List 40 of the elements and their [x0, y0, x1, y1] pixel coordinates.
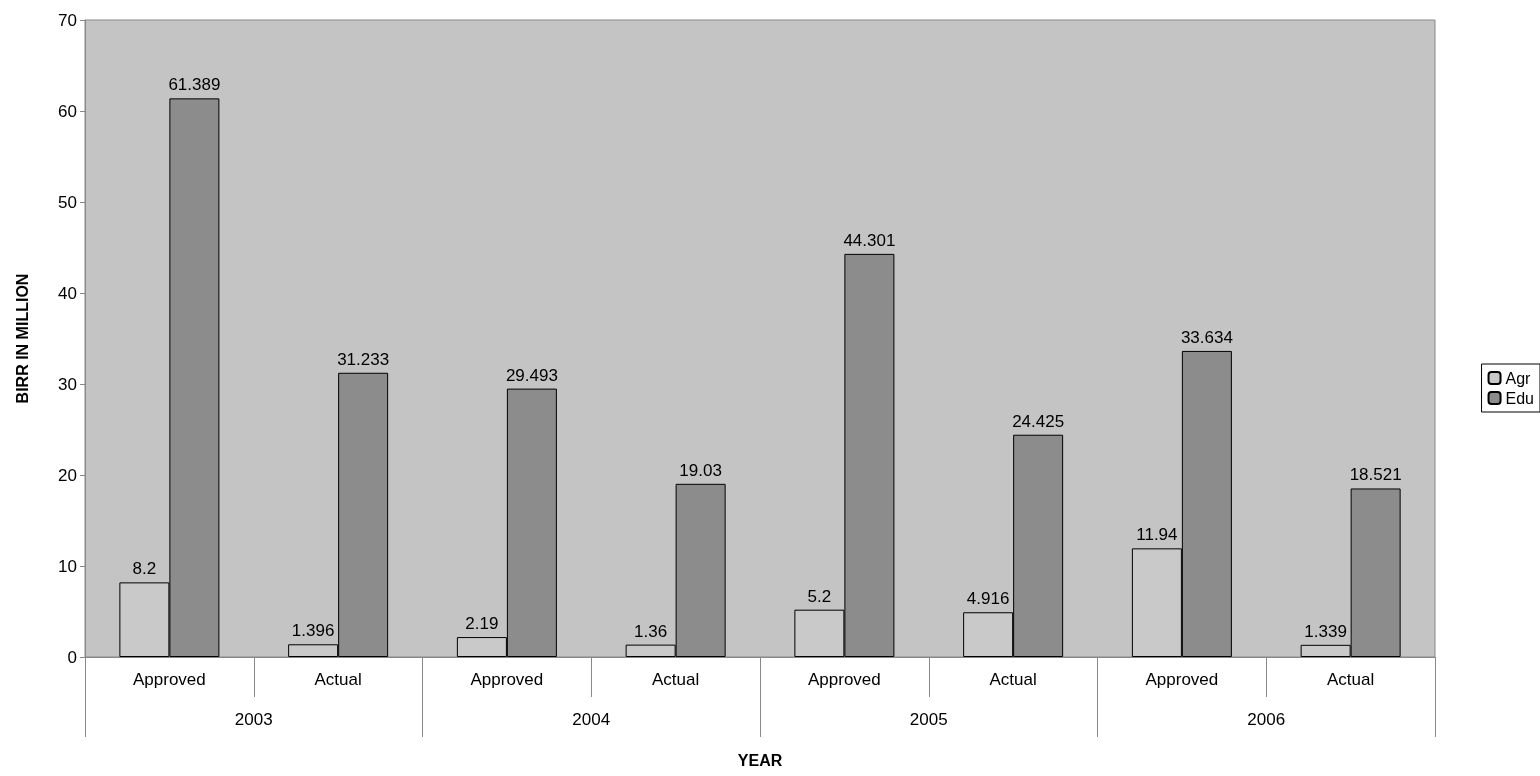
- data-label: 19.03: [679, 460, 722, 480]
- x-tick-label: Actual: [989, 670, 1037, 689]
- text: 2006: [1247, 710, 1286, 729]
- legend-label: Edu: [1505, 389, 1534, 407]
- data-label: 33.634: [1180, 327, 1233, 347]
- data-label: 4.916: [966, 589, 1010, 609]
- y-tick-label: 20: [58, 465, 77, 485]
- x-tick-label: Approved: [807, 670, 881, 689]
- x-tick-label: Approved: [132, 670, 206, 689]
- data-label: 1.339: [1304, 621, 1347, 641]
- data-label: 5.2: [807, 586, 832, 606]
- x-tick-label: Actual: [1327, 670, 1375, 689]
- data-label: 2.19: [465, 614, 499, 634]
- x-axis-title: YEAR: [737, 751, 783, 769]
- data-label: 8.2: [132, 559, 157, 579]
- data-label: 31.233: [337, 349, 390, 369]
- data-label: 11.94: [1136, 525, 1178, 545]
- data-label: 44.301: [843, 230, 896, 250]
- data-label: 1.36: [634, 621, 668, 641]
- y-tick-label: 70: [58, 10, 77, 30]
- y-tick-label: 10: [58, 556, 77, 576]
- y-tick-label: 60: [58, 101, 77, 121]
- y-tick-label: 0: [67, 647, 77, 667]
- x-tick-label: Approved: [1145, 670, 1219, 689]
- y-tick-label: 30: [58, 374, 77, 394]
- x-tick-label: Actual: [314, 670, 362, 689]
- text: 2004: [572, 710, 611, 729]
- text: 2005: [909, 710, 948, 729]
- y-axis-title: BIRR IN MILLION: [13, 273, 31, 404]
- y-tick-label: 40: [58, 283, 77, 303]
- y-tick-label: 50: [58, 192, 77, 212]
- x-tick-label: Approved: [470, 670, 544, 689]
- data-label: 18.521: [1349, 465, 1402, 485]
- x-tick-label: Actual: [652, 670, 700, 689]
- data-label: 29.493: [505, 365, 558, 385]
- data-label: 61.389: [168, 75, 221, 95]
- legend-label: Agr: [1505, 369, 1532, 387]
- data-label: 1.396: [291, 621, 335, 641]
- data-label: 24.425: [1012, 411, 1065, 431]
- text: 2003: [234, 710, 273, 729]
